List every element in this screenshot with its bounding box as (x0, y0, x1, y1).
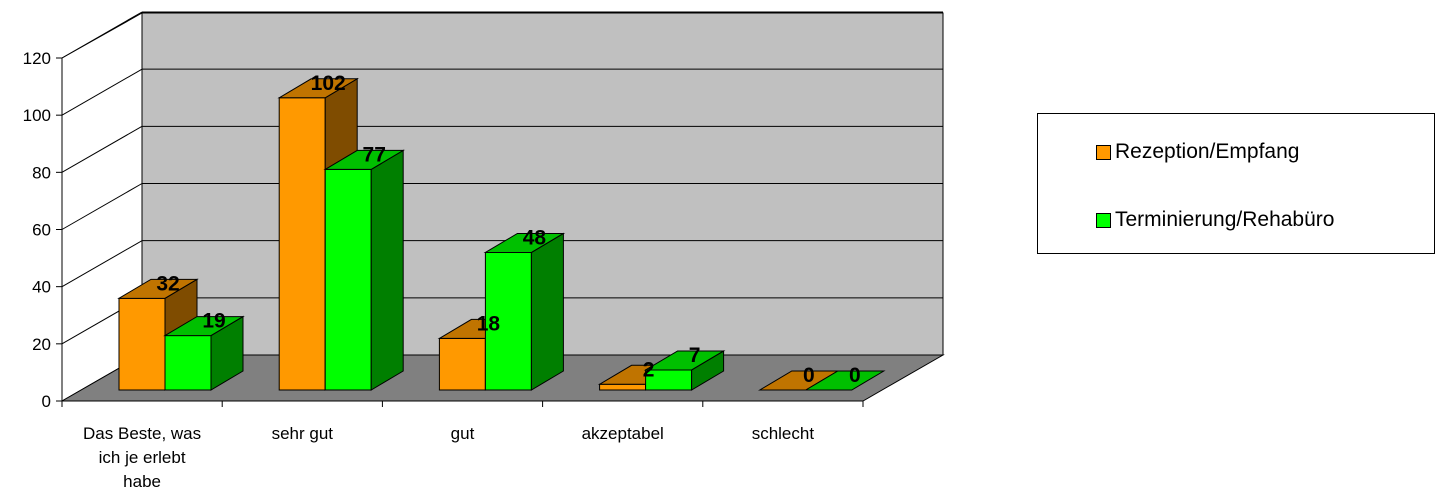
gridline-side (61, 68, 143, 116)
bar-front-green (164, 335, 212, 391)
y-tick-label: 40 (32, 278, 51, 297)
gridlines (61, 11, 943, 345)
bar-side-green (530, 232, 564, 391)
data-label: 19 (202, 310, 225, 333)
bar-top-green (803, 370, 886, 391)
x-tick-label: sehr gut (272, 424, 334, 443)
data-label: 32 (156, 272, 179, 295)
bar-front-orange (118, 297, 166, 391)
x-tick-label: ich je erlebt (99, 448, 186, 467)
bar-top-green (163, 316, 245, 337)
gridline-side (61, 240, 143, 288)
bar-top-green (483, 232, 566, 253)
x-tick-label: schlecht (752, 424, 815, 443)
bar-top-orange (277, 78, 360, 99)
legend-item-rezeption: Rezeption/Empfang (1096, 140, 1299, 164)
bar-front-orange (438, 337, 486, 391)
legend-swatch-rezeption (1096, 144, 1111, 160)
data-label: 18 (477, 312, 501, 335)
y-tick-label: 100 (23, 106, 51, 125)
x-tick-label: habe (123, 472, 161, 491)
data-label: 7 (689, 344, 701, 367)
x-tick-label: gut (451, 424, 475, 443)
bar-front-green (484, 251, 532, 391)
y-tick-label: 0 (42, 392, 51, 411)
data-label: 2 (643, 358, 655, 381)
bar-top-green (323, 149, 406, 170)
bar-top-green (643, 350, 726, 371)
bar-side-green (370, 149, 404, 391)
x-tick-label: akzeptabel (582, 424, 664, 443)
gridline-side (61, 183, 143, 230)
y-tick-label: 120 (23, 49, 51, 68)
legend: Rezeption/Empfang Terminierung/Rehabüro (1037, 113, 1435, 254)
data-label: 102 (311, 72, 346, 95)
bar-front-green (324, 168, 372, 391)
legend-label-rezeption: Rezeption/Empfang (1115, 140, 1300, 163)
bar-front-orange (278, 97, 326, 391)
legend-label-terminierung: Terminierung/Rehabüro (1115, 208, 1335, 231)
bars (117, 77, 886, 391)
data-label: 0 (849, 364, 861, 387)
y-tick-label: 60 (32, 221, 51, 240)
data-labels: 32 19 102 77 18 48 2 7 0 0 (156, 72, 860, 387)
y-tick-label: 20 (32, 335, 51, 354)
data-label: 48 (523, 226, 547, 249)
bar-front-orange (599, 383, 647, 391)
legend-item-terminierung: Terminierung/Rehabüro (1096, 208, 1334, 232)
gridline-side (61, 125, 143, 173)
x-tick-label: Das Beste, was (83, 424, 201, 443)
data-label: 0 (803, 364, 815, 387)
legend-swatch-terminierung (1096, 212, 1111, 228)
data-label: 77 (363, 143, 386, 166)
bar-top-orange (117, 278, 199, 299)
gridline-side (61, 11, 143, 59)
y-tick-label: 80 (32, 163, 51, 182)
